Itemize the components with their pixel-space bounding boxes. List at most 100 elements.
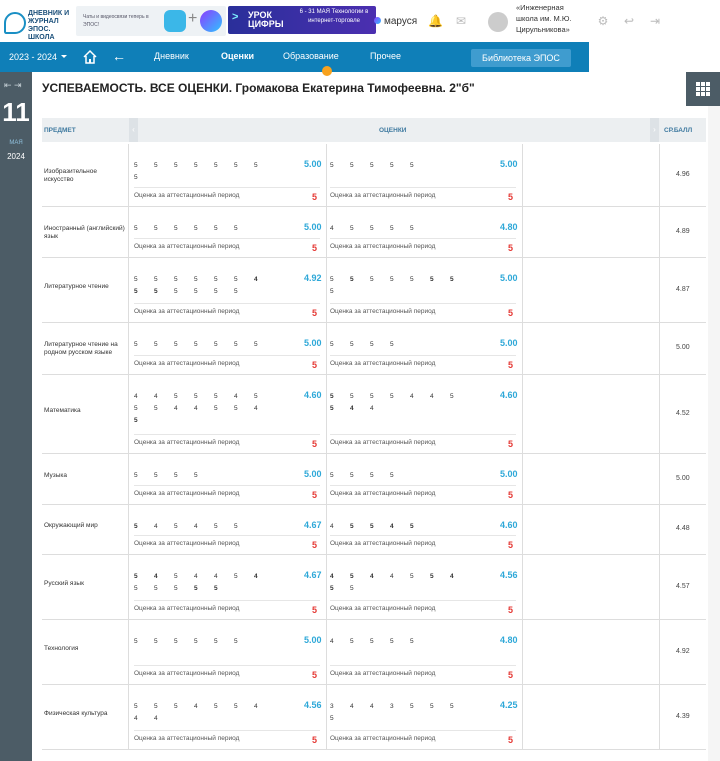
grade-mark[interactable]: 4 [330,573,334,580]
grade-mark[interactable]: 4 [234,393,238,400]
grade-mark[interactable]: 5 [214,703,218,710]
attestation-mark[interactable]: 5 [312,670,318,680]
grade-mark[interactable]: 5 [174,472,178,479]
grade-mark[interactable]: 5 [390,225,394,232]
grade-mark[interactable]: 5 [214,288,218,295]
grade-mark[interactable]: 5 [350,573,354,580]
grade-mark[interactable]: 4 [330,638,334,645]
grade-mark[interactable]: 5 [134,162,138,169]
grade-mark[interactable]: 5 [234,341,238,348]
grade-mark[interactable]: 5 [194,276,198,283]
grade-mark[interactable]: 5 [174,393,178,400]
grade-mark[interactable]: 5 [330,472,334,479]
grade-mark[interactable]: 5 [214,276,218,283]
grade-mark[interactable]: 5 [234,405,238,412]
grade-mark[interactable]: 5 [254,341,258,348]
grade-mark[interactable]: 5 [174,225,178,232]
nav-item-diary[interactable]: Дневник [154,51,189,61]
grade-mark[interactable]: 3 [390,703,394,710]
back-arrow-icon[interactable]: ← [112,48,126,64]
grade-mark[interactable]: 5 [134,703,138,710]
grade-mark[interactable]: 5 [154,703,158,710]
grade-mark[interactable]: 5 [174,585,178,592]
grade-mark[interactable]: 5 [234,703,238,710]
scroll-left-button[interactable]: ‹ [129,118,138,142]
grade-mark[interactable]: 5 [134,573,138,580]
attestation-mark[interactable]: 5 [312,439,318,449]
grade-mark[interactable]: 5 [174,276,178,283]
grade-mark[interactable]: 5 [410,573,414,580]
grade-mark[interactable]: 5 [154,276,158,283]
grade-mark[interactable]: 4 [390,573,394,580]
grade-mark[interactable]: 5 [370,225,374,232]
grade-mark[interactable]: 5 [194,638,198,645]
grade-mark[interactable]: 5 [174,573,178,580]
grade-mark[interactable]: 4 [254,276,258,283]
grade-mark[interactable]: 5 [430,573,434,580]
grade-mark[interactable]: 5 [450,276,454,283]
grade-mark[interactable]: 4 [330,523,334,530]
attestation-mark[interactable]: 5 [508,735,514,745]
grade-mark[interactable]: 4 [450,573,454,580]
grade-mark[interactable]: 5 [330,585,334,592]
grade-mark[interactable]: 4 [154,393,158,400]
grade-mark[interactable]: 4 [350,405,354,412]
attestation-mark[interactable]: 5 [508,605,514,615]
attestation-mark[interactable]: 5 [508,540,514,550]
switch-icon[interactable]: ↩ [623,14,635,28]
grade-mark[interactable]: 4 [134,715,138,722]
attestation-mark[interactable]: 5 [508,243,514,253]
grade-mark[interactable]: 5 [430,276,434,283]
grade-mark[interactable]: 5 [390,276,394,283]
grade-mark[interactable]: 5 [134,472,138,479]
grade-mark[interactable]: 5 [174,638,178,645]
scroll-right-button[interactable]: › [650,118,659,142]
grade-mark[interactable]: 4 [154,715,158,722]
attestation-mark[interactable]: 5 [508,439,514,449]
grade-mark[interactable]: 5 [194,288,198,295]
grade-mark[interactable]: 4 [370,703,374,710]
attestation-mark[interactable]: 5 [508,490,514,500]
nav-item-other[interactable]: Прочее [370,51,401,61]
grade-mark[interactable]: 5 [390,393,394,400]
grade-mark[interactable]: 5 [410,703,414,710]
grade-mark[interactable]: 5 [154,585,158,592]
logout-icon[interactable]: ⇥ [649,14,661,28]
grade-mark[interactable]: 4 [154,523,158,530]
grade-mark[interactable]: 5 [134,341,138,348]
grade-mark[interactable]: 5 [134,405,138,412]
grade-mark[interactable]: 5 [134,174,138,181]
grade-mark[interactable]: 3 [330,703,334,710]
grade-mark[interactable]: 5 [134,276,138,283]
grade-mark[interactable]: 5 [174,288,178,295]
grade-mark[interactable]: 4 [214,573,218,580]
apps-grid-icon[interactable] [686,72,720,106]
grade-mark[interactable]: 5 [194,341,198,348]
avatar[interactable] [488,12,508,32]
grade-mark[interactable]: 5 [194,472,198,479]
grade-mark[interactable]: 5 [254,393,258,400]
grade-mark[interactable]: 5 [350,225,354,232]
attestation-mark[interactable]: 5 [312,490,318,500]
grade-mark[interactable]: 5 [410,162,414,169]
grade-mark[interactable]: 5 [370,341,374,348]
grade-mark[interactable]: 5 [234,288,238,295]
grade-mark[interactable]: 4 [370,405,374,412]
bell-icon[interactable]: 🔔 [428,14,443,28]
grade-mark[interactable]: 5 [234,276,238,283]
grade-mark[interactable]: 5 [370,393,374,400]
grade-mark[interactable]: 4 [330,225,334,232]
grade-mark[interactable]: 5 [174,523,178,530]
grade-mark[interactable]: 5 [330,162,334,169]
date-nav-arrows[interactable]: ⇤ ⇥ [4,80,22,90]
year-selector[interactable]: 2023 - 2024 [9,52,67,62]
digital-lesson-banner[interactable]: > УРОК ЦИФРЫ 6 - 31 МАЯ Технологии в инт… [228,6,376,34]
attestation-mark[interactable]: 5 [312,192,318,202]
grade-mark[interactable]: 4 [410,393,414,400]
attestation-mark[interactable]: 5 [312,735,318,745]
attestation-mark[interactable]: 5 [312,605,318,615]
grade-mark[interactable]: 5 [350,393,354,400]
grade-mark[interactable]: 5 [234,573,238,580]
grade-mark[interactable]: 5 [154,162,158,169]
grade-mark[interactable]: 5 [134,225,138,232]
